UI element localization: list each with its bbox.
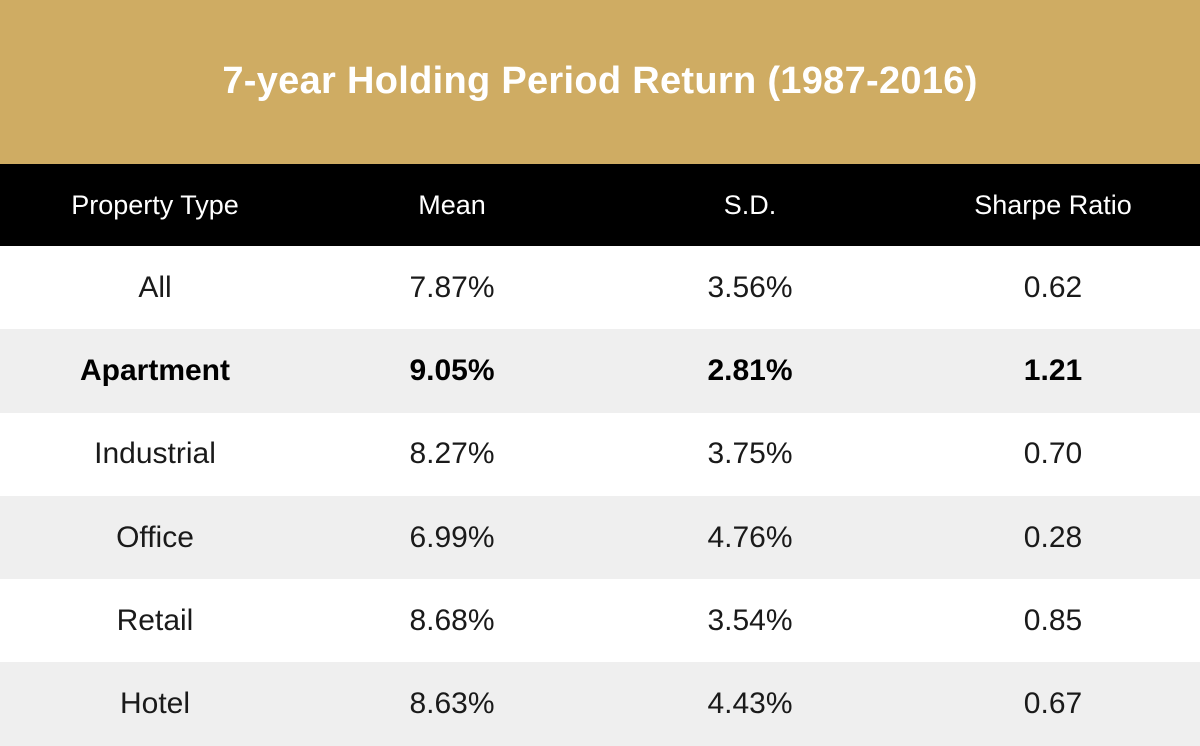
- table-row: Office 6.99% 4.76% 0.28: [0, 495, 1200, 580]
- cell-sd: 3.75%: [707, 437, 793, 471]
- table-row: Retail 8.68% 3.54% 0.85: [0, 579, 1200, 663]
- cell-mean: 7.87%: [409, 270, 495, 304]
- cell-sd: 3.54%: [707, 603, 793, 637]
- cell-property-type: Hotel: [119, 687, 191, 721]
- table-header-row: Property Type Mean S.D. Sharpe Ratio: [0, 164, 1200, 246]
- cell-sharpe-ratio: 0.62: [1023, 270, 1083, 304]
- cell-mean: 9.05%: [409, 353, 495, 387]
- cell-sd: 4.76%: [707, 520, 793, 554]
- cell-sharpe-ratio: 0.28: [1023, 520, 1083, 554]
- cell-property-type: Office: [116, 520, 194, 554]
- cell-sd: 4.43%: [707, 687, 793, 721]
- cell-property-type: Apartment: [79, 353, 230, 387]
- table-title: 7-year Holding Period Return (1987-2016): [222, 59, 978, 102]
- table-row: Industrial 8.27% 3.75% 0.70: [0, 412, 1200, 496]
- cell-mean: 8.63%: [409, 687, 495, 721]
- cell-property-type: Retail: [116, 603, 194, 637]
- cell-sharpe-ratio: 0.85: [1023, 603, 1083, 637]
- header-sd: S.D.: [723, 189, 777, 220]
- cell-property-type: Industrial: [94, 437, 216, 471]
- cell-sharpe-ratio: 1.21: [1023, 353, 1083, 387]
- title-banner: 7-year Holding Period Return (1987-2016): [0, 0, 1200, 164]
- cell-sharpe-ratio: 0.67: [1023, 687, 1083, 721]
- cell-property-type: All: [138, 270, 172, 304]
- cell-sd: 3.56%: [707, 270, 793, 304]
- header-mean: Mean: [418, 189, 486, 220]
- cell-sharpe-ratio: 0.70: [1023, 437, 1083, 471]
- table-row: All 7.87% 3.56% 0.62: [0, 246, 1200, 330]
- cell-mean: 6.99%: [409, 520, 495, 554]
- header-sharpe-ratio: Sharpe Ratio: [974, 189, 1132, 220]
- header-property-type: Property Type: [71, 189, 239, 220]
- table-row-highlighted: Apartment 9.05% 2.81% 1.21: [0, 329, 1200, 413]
- cell-mean: 8.68%: [409, 603, 495, 637]
- cell-sd: 2.81%: [707, 353, 793, 387]
- cell-mean: 8.27%: [409, 437, 495, 471]
- table-row: Hotel 8.63% 4.43% 0.67: [0, 662, 1200, 746]
